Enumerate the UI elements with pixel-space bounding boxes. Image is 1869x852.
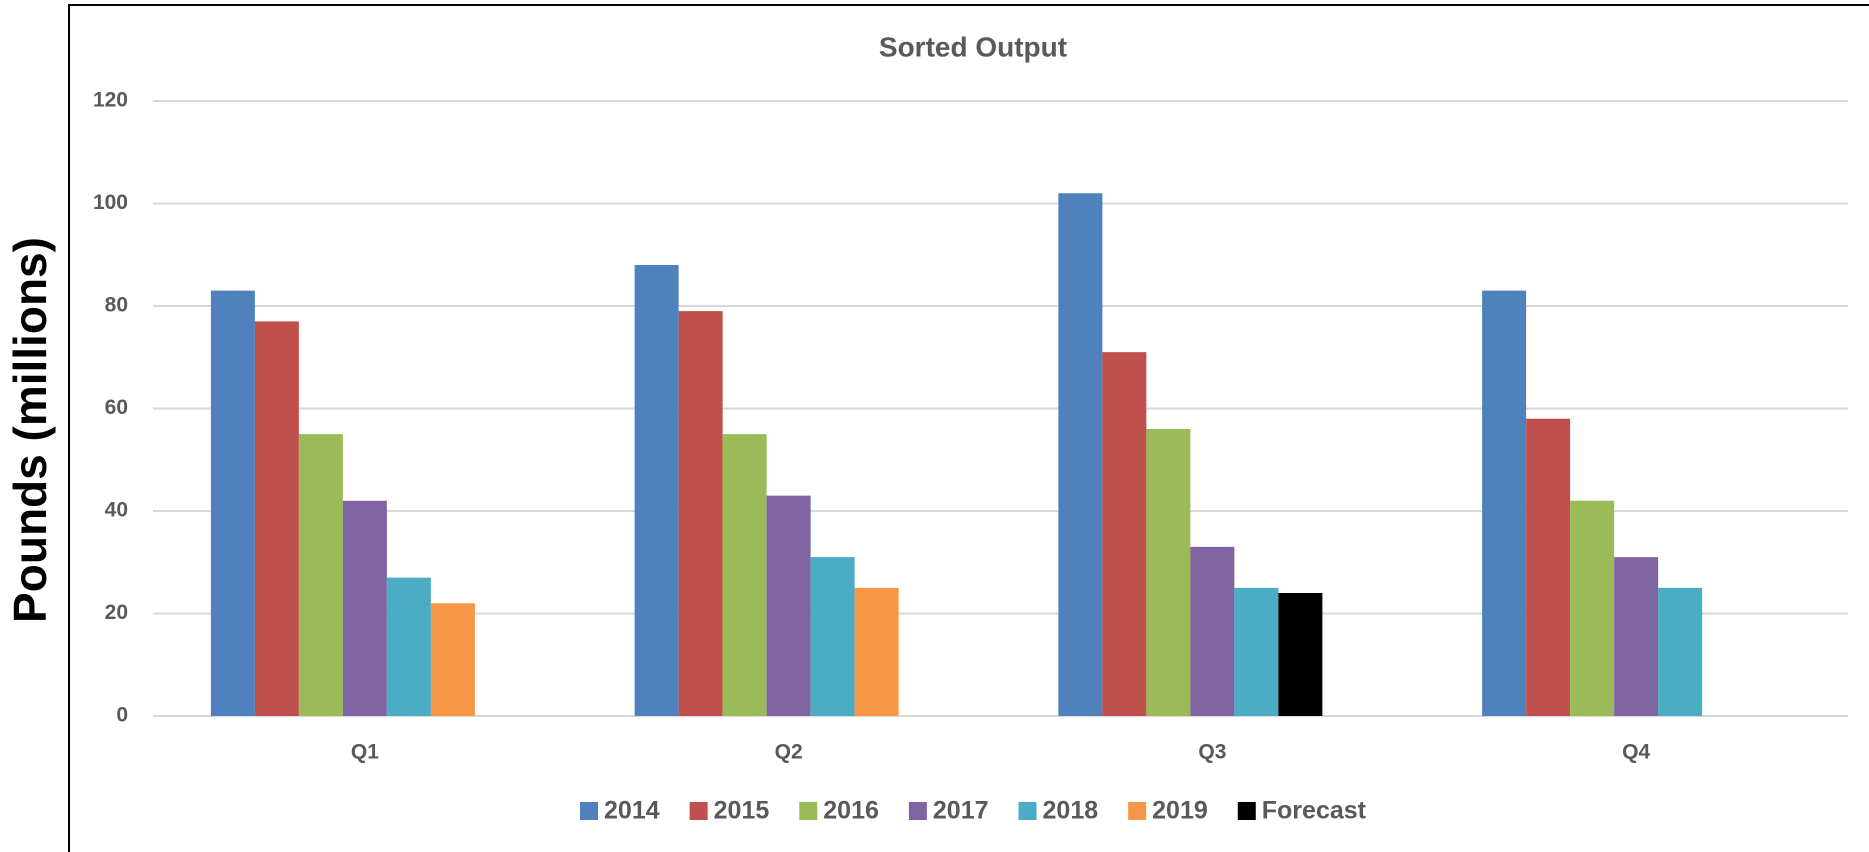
y-tick-label: 60 <box>105 396 128 419</box>
legend-label: Forecast <box>1262 797 1367 825</box>
legend-swatch <box>799 802 818 820</box>
bar <box>1146 429 1191 716</box>
bar <box>298 434 343 716</box>
bar <box>1190 546 1235 716</box>
bar <box>386 577 431 716</box>
bar <box>342 500 387 716</box>
legend-swatch <box>689 802 708 820</box>
bar <box>1234 587 1279 716</box>
y-tick-label: 80 <box>105 294 128 317</box>
bar <box>1526 418 1571 716</box>
legend-label: 2015 <box>714 797 770 825</box>
bar <box>1614 557 1659 716</box>
y-tick-label: 120 <box>93 89 128 112</box>
bar <box>678 311 723 716</box>
legend-label: 2018 <box>1043 797 1099 825</box>
legend-label: 2019 <box>1152 797 1208 825</box>
bar <box>1058 193 1103 716</box>
bar <box>810 557 855 716</box>
x-tick-label: Q1 <box>351 741 379 764</box>
legend-label: 2016 <box>823 797 879 825</box>
bar <box>722 434 767 716</box>
bar <box>430 603 475 716</box>
y-tick-label: 100 <box>93 191 128 214</box>
bar <box>854 587 899 716</box>
bar <box>1482 290 1527 716</box>
x-tick-label: Q4 <box>1622 741 1650 764</box>
x-tick-label: Q3 <box>1198 741 1226 764</box>
y-tick-label: 20 <box>105 601 128 624</box>
bar <box>1102 352 1147 716</box>
y-axis-label: Pounds (millions) <box>4 237 56 623</box>
bar <box>254 321 299 716</box>
chart-title: Sorted Output <box>879 31 1067 62</box>
bar <box>1658 587 1703 716</box>
legend-swatch <box>580 802 599 820</box>
y-tick-label: 40 <box>105 499 128 522</box>
legend-label: 2014 <box>604 797 660 825</box>
legend-swatch <box>1018 802 1037 820</box>
y-tick-label: 0 <box>116 704 128 727</box>
bar <box>1278 593 1323 716</box>
bar <box>210 290 255 716</box>
bar <box>766 495 811 716</box>
legend-label: 2017 <box>933 797 989 825</box>
x-tick-label: Q2 <box>775 741 803 764</box>
bar <box>634 265 679 716</box>
chart-border <box>68 4 1869 852</box>
legend-swatch <box>1237 802 1256 820</box>
legend-swatch <box>908 802 927 820</box>
legend-swatch <box>1128 802 1147 820</box>
bar <box>1570 500 1615 716</box>
